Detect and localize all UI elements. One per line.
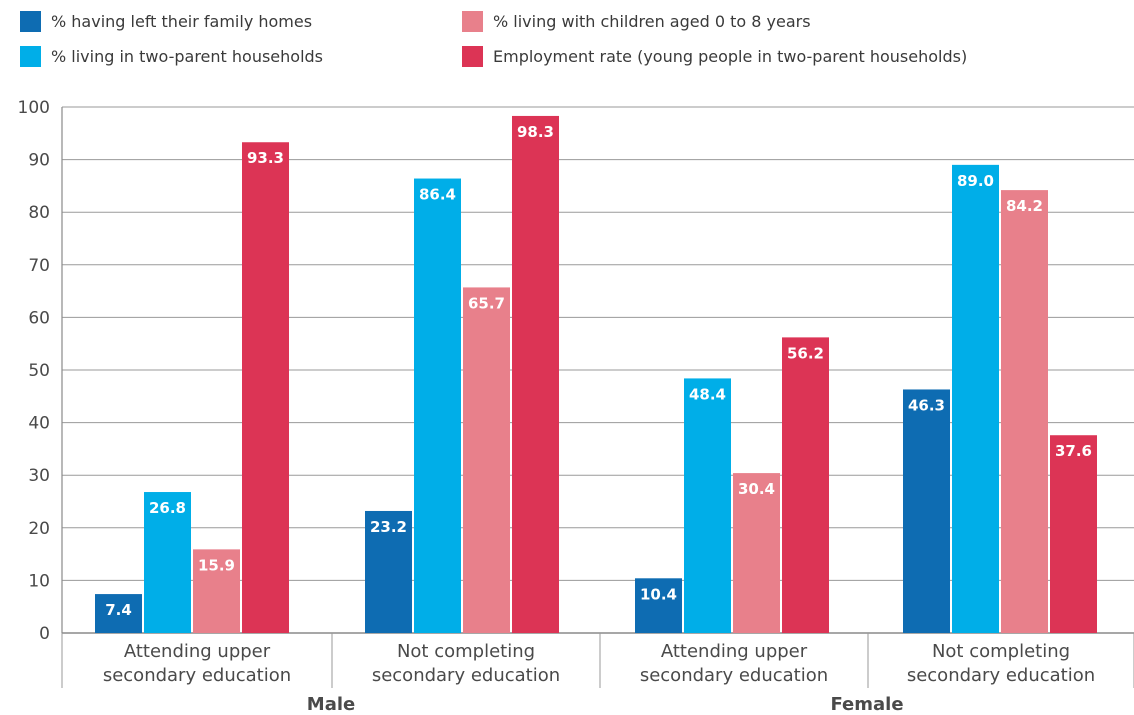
bar-s3-c0 <box>242 142 289 633</box>
bar-s1-c2 <box>684 378 731 633</box>
y-tick-label-10: 10 <box>28 571 50 591</box>
y-tick-label-90: 90 <box>28 151 50 171</box>
y-tick-label-50: 50 <box>28 361 50 381</box>
data-label-s3-c2: 56.2 <box>787 344 824 362</box>
data-label-s0-c3: 46.3 <box>908 396 945 414</box>
data-label-s0-c1: 23.2 <box>370 518 407 536</box>
bar-s2-c3 <box>1001 190 1048 633</box>
data-label-s1-c3: 89.0 <box>957 172 994 190</box>
legend-item-employment: Employment rate (young people in two-par… <box>462 43 967 69</box>
bar-s0-c3 <box>903 389 950 633</box>
bar-s2-c0 <box>193 549 240 633</box>
bar-s1-c1 <box>414 178 461 633</box>
category-label-2-line1: Attending upper <box>661 641 808 662</box>
legend-item-two-parent: % living in two-parent households <box>20 43 323 69</box>
data-label-s2-c1: 65.7 <box>468 294 505 312</box>
y-tick-label-30: 30 <box>28 466 50 486</box>
labels: 0 10 20 30 40 50 60 70 80 90 100 7.4 23.2 10.4 46.3 26.… <box>18 98 1096 715</box>
legend-label-employment: Employment rate (young people in two-par… <box>493 46 968 66</box>
bar-s3-c3 <box>1050 435 1097 633</box>
data-label-s1-c1: 86.4 <box>419 186 456 204</box>
category-label-1-line1: Not completing <box>397 641 535 662</box>
category-label-3-line2: secondary education <box>907 665 1095 686</box>
legend-swatch-left-home <box>20 10 41 32</box>
legend-item-children: % living with children aged 0 to 8 years <box>462 8 811 34</box>
y-tick-label-40: 40 <box>28 414 50 434</box>
y-tick-label-0: 0 <box>39 624 50 644</box>
bar-s0-c1 <box>365 510 412 633</box>
data-label-s2-c3: 84.2 <box>1006 197 1043 215</box>
bar-s2-c2 <box>733 473 780 633</box>
legend-label-two-parent: % living in two-parent households <box>51 46 324 66</box>
axes <box>61 107 1134 688</box>
category-label-1-line2: secondary education <box>372 665 560 686</box>
data-label-s1-c2: 48.4 <box>689 385 726 403</box>
y-tick-label-100: 100 <box>18 98 50 118</box>
bar-s2-c1 <box>463 287 510 633</box>
legend-label-children: % living with children aged 0 to 8 years <box>493 11 811 31</box>
data-label-s3-c0: 93.3 <box>247 149 284 167</box>
y-tick-label-20: 20 <box>28 519 50 539</box>
category-label-2-line2: secondary education <box>640 665 828 686</box>
data-label-s2-c2: 30.4 <box>738 480 775 498</box>
legend-swatch-children <box>462 10 483 32</box>
y-tick-label-80: 80 <box>28 203 50 223</box>
group-label-female: Female <box>830 694 903 715</box>
category-label-0-line2: secondary education <box>103 665 291 686</box>
category-label-0-line1: Attending upper <box>124 641 271 662</box>
category-label-3-line1: Not completing <box>932 641 1070 662</box>
bar-s3-c1 <box>512 115 559 633</box>
y-tick-label-60: 60 <box>28 308 50 328</box>
data-label-s0-c0: 7.4 <box>105 601 132 619</box>
data-label-s2-c0: 15.9 <box>198 556 235 574</box>
data-label-s3-c1: 98.3 <box>517 123 554 141</box>
data-label-s3-c3: 37.6 <box>1055 442 1092 460</box>
bar-s3-c2 <box>782 337 829 633</box>
data-label-s0-c2: 10.4 <box>640 585 677 603</box>
legend-item-left-home: % having left their family homes <box>20 8 312 34</box>
bar-s0-c0 <box>95 594 142 633</box>
chart-legend: % having left their family homes % livin… <box>0 0 1134 90</box>
bar-s1-c3 <box>952 164 999 634</box>
bars <box>95 115 1097 634</box>
legend-swatch-employment <box>462 45 483 67</box>
legend-label-left-home: % having left their family homes <box>51 11 313 31</box>
legend-swatch-two-parent <box>20 45 41 67</box>
bar-s1-c0 <box>144 492 191 633</box>
bar-s0-c2 <box>635 578 682 633</box>
group-label-male: Male <box>307 694 355 715</box>
y-tick-label-70: 70 <box>28 256 50 276</box>
data-label-s1-c0: 26.8 <box>149 499 186 517</box>
